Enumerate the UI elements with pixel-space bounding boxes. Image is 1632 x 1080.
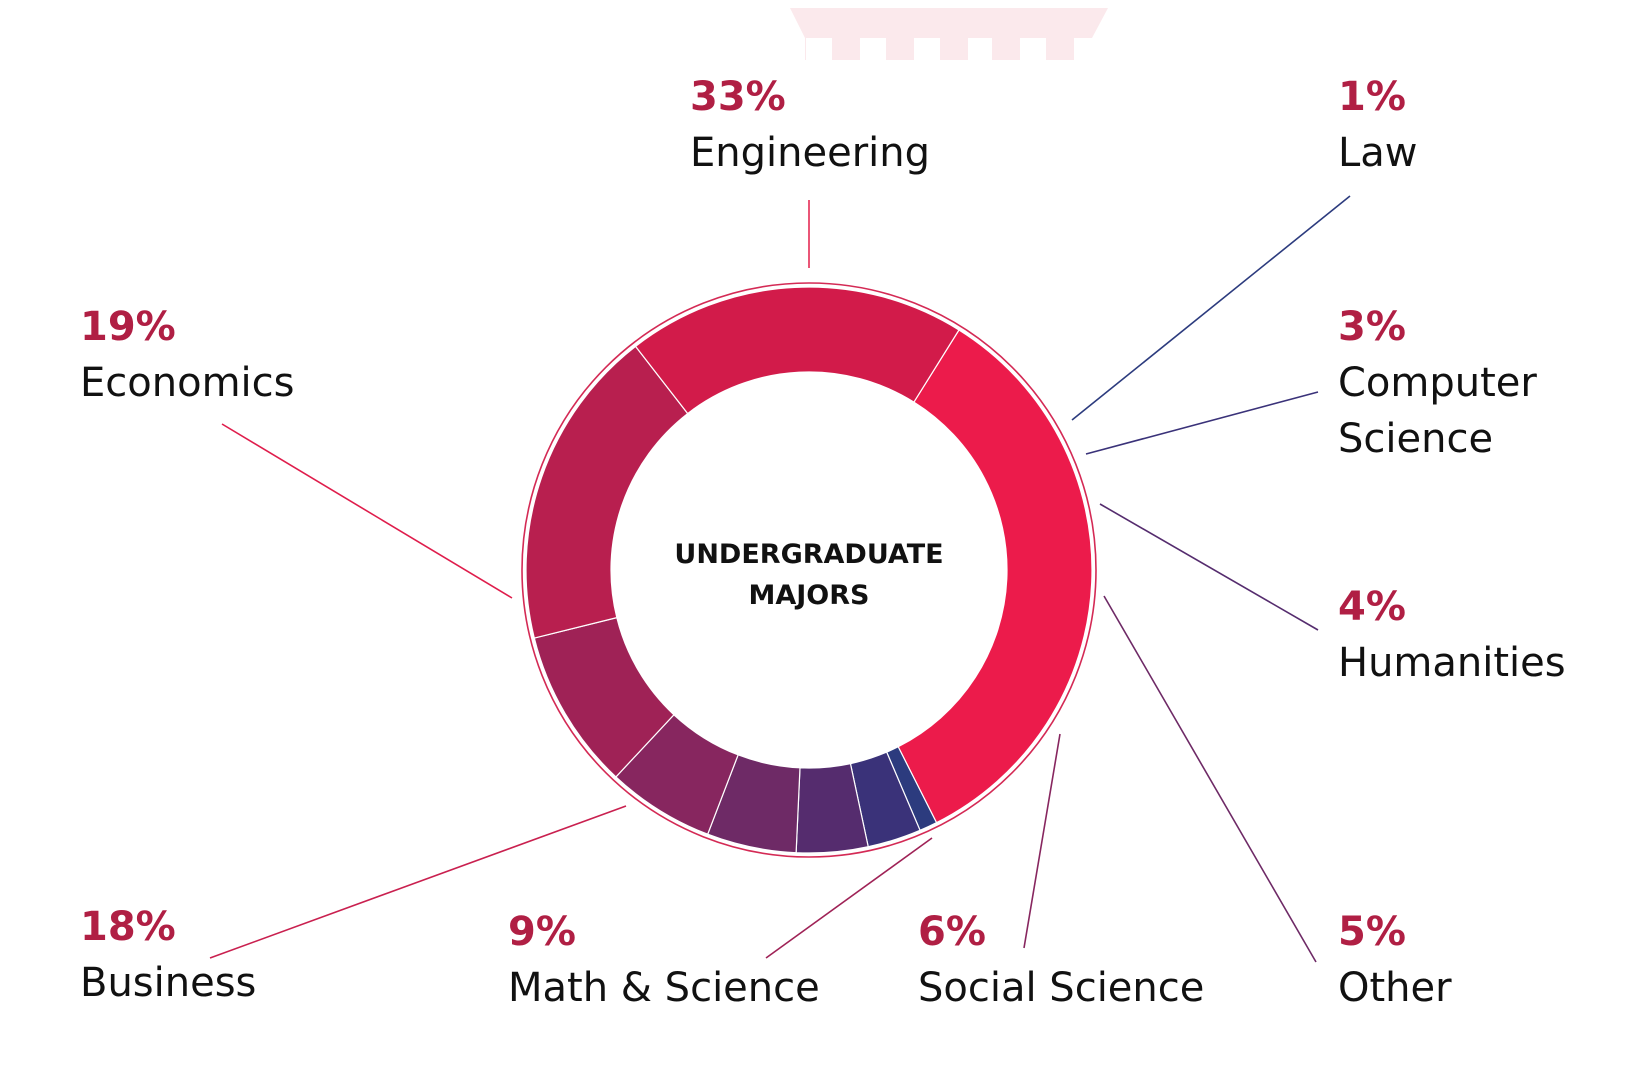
category-label-math-and-science: Math & Science [508, 965, 820, 1011]
percent-label-law: 1% [1338, 74, 1406, 120]
slice-labels: 33% Engineering 1% Law 3% Computer Science 4% Hu… [80, 74, 1566, 1011]
slice-business [525, 345, 689, 639]
category-label-humanities: Humanities [1338, 640, 1566, 686]
donut-slices [525, 286, 1093, 854]
decorative-banner-shape [790, 8, 1108, 60]
leader-line-economics [221, 423, 513, 599]
leader-line-business [209, 805, 627, 959]
category-label-computer-science-line-2: Science [1338, 416, 1493, 462]
percent-label-engineering: 33% [690, 74, 786, 120]
percent-label-other: 5% [1338, 909, 1406, 955]
category-label-law: Law [1338, 130, 1418, 176]
center-title-line-2: MAJORS [749, 580, 870, 611]
leader-line-computer-science [1085, 391, 1319, 455]
category-label-social-science: Social Science [918, 965, 1204, 1011]
leader-lines [209, 195, 1351, 963]
slice-economics [634, 286, 960, 415]
percent-label-business: 18% [80, 904, 176, 950]
leader-line-law [1071, 195, 1351, 421]
category-label-other: Other [1338, 965, 1452, 1011]
outer-ring [521, 282, 1097, 858]
percent-label-social-science: 6% [918, 909, 986, 955]
category-label-business: Business [80, 960, 256, 1006]
percent-label-computer-science: 3% [1338, 304, 1406, 350]
category-label-engineering: Engineering [690, 130, 930, 176]
leader-line-other [1103, 595, 1317, 963]
percent-label-humanities: 4% [1338, 584, 1406, 630]
slice-engineering [897, 329, 1093, 824]
leader-line-humanities [1099, 503, 1319, 631]
category-label-computer-science-line-1: Computer [1338, 360, 1537, 406]
center-title-line-1: UNDERGRADUATE [674, 539, 943, 570]
leader-line-social-science [1023, 733, 1061, 949]
category-label-economics: Economics [80, 360, 294, 406]
percent-label-math-and-science: 9% [508, 909, 576, 955]
percent-label-economics: 19% [80, 304, 176, 350]
leader-line-math-and-science [765, 837, 933, 959]
